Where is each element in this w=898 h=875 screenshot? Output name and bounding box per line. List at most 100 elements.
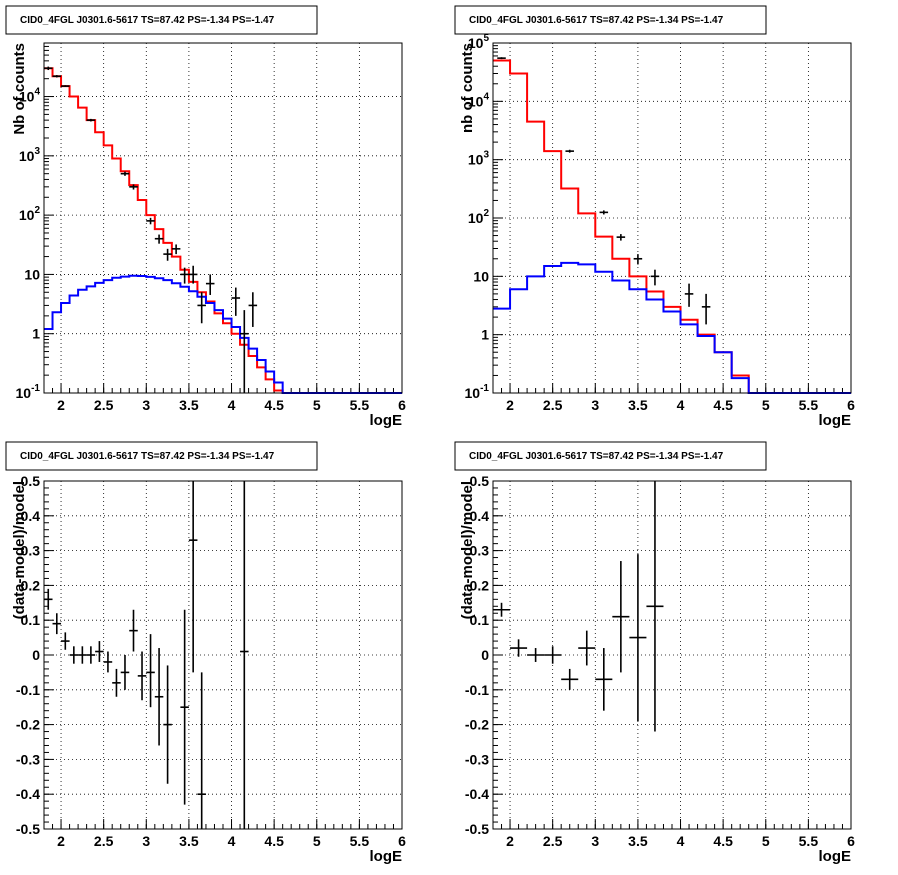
data-point	[248, 292, 258, 327]
errorbar-series	[493, 481, 664, 732]
x-tick-label: 2.5	[543, 833, 563, 849]
x-tick-label: 5	[762, 833, 770, 849]
data-point	[578, 630, 596, 666]
y-tick-label: -0.5	[465, 821, 489, 837]
x-tick-label: 5	[313, 397, 321, 413]
data-point	[561, 668, 579, 690]
data-point	[61, 85, 70, 87]
y-tick-label: 102	[19, 205, 41, 223]
x-axis-title: logE	[819, 848, 852, 865]
x-tick-label: 2	[506, 397, 514, 413]
data-point	[684, 283, 694, 307]
y-tick-label: 0	[32, 647, 40, 663]
y-tick-label: 105	[468, 33, 490, 51]
model-source-histogram	[493, 261, 851, 394]
y-tick-label: 0.5	[470, 473, 490, 489]
y-tick-label: -0.1	[465, 682, 489, 698]
data-point	[61, 632, 70, 650]
x-tick-label: 4	[228, 397, 236, 413]
model-total-histogram	[44, 67, 402, 394]
data-point	[112, 668, 121, 697]
x-tick-label: 6	[847, 833, 855, 849]
x-tick-label: 5.5	[799, 833, 819, 849]
data-point	[154, 234, 164, 244]
y-tick-label: 10	[473, 268, 489, 284]
y-tick-label: 0.2	[470, 577, 490, 593]
x-tick-label: 5.5	[350, 833, 370, 849]
y-tick-label: 102	[468, 208, 490, 226]
chart-pad1: 2 2.5 3 3.5 4 4.5 5 5.5 6 10-1 1 10 102 103 104 logE Nb …	[5, 5, 406, 429]
plot-frame	[43, 42, 403, 394]
data-point	[146, 634, 155, 708]
y-tick-label: 103	[468, 150, 490, 168]
x-tick-label: 4.5	[713, 833, 733, 849]
model-source-histogram	[44, 274, 402, 394]
data-point	[95, 641, 104, 662]
data-point	[240, 310, 249, 393]
y-tick-label: -0.5	[16, 821, 40, 837]
data-point	[205, 274, 215, 295]
chart-pad2: 2 2.5 3 3.5 4 4.5 5 5.5 6 10-1 1 10 102 103 104 105 logE…	[454, 5, 855, 429]
y-tick-label: -0.4	[465, 786, 489, 802]
data-point	[129, 184, 138, 190]
data-point	[163, 665, 172, 784]
data-point	[544, 646, 562, 664]
x-tick-label: 2.5	[94, 397, 114, 413]
data-point	[493, 602, 511, 617]
x-axis-title: logE	[819, 412, 852, 429]
data-point	[52, 613, 62, 635]
data-point	[599, 210, 609, 215]
data-point	[240, 481, 249, 829]
y-tick-label: 0.3	[21, 543, 41, 559]
x-tick-label: 2.5	[94, 833, 114, 849]
plot-frame	[492, 42, 852, 394]
data-point	[612, 561, 630, 673]
y-tick-label: 103	[19, 146, 41, 164]
x-tick-label: 3.5	[628, 833, 648, 849]
data-point	[120, 171, 130, 176]
data-point	[103, 651, 113, 673]
x-tick-label: 2	[57, 833, 65, 849]
data-point	[86, 646, 96, 664]
y-tick-label: 0.4	[21, 508, 41, 524]
x-tick-label: 5	[762, 397, 770, 413]
chart-title-box	[454, 441, 767, 471]
y-tick-label: 0.1	[470, 612, 490, 628]
data-point	[137, 651, 147, 701]
data-point	[701, 293, 711, 325]
data-point	[188, 265, 198, 284]
data-point	[180, 267, 189, 284]
data-point	[44, 66, 53, 71]
chart-title: CID0_4FGL J0301.6-5617 TS=87.42 PS=-1.34…	[20, 15, 275, 26]
data-point	[510, 639, 528, 657]
y-tick-label: 0.5	[21, 473, 41, 489]
data-point	[154, 648, 164, 746]
y-tick-label: 0.2	[21, 577, 41, 593]
data-point	[197, 292, 206, 324]
data-point	[527, 648, 545, 662]
chart-pad4: 2 2.5 3 3.5 4 4.5 5 5.5 6 -0.5 -0.4 -0.3 -0.2 -0.1 0 0.…	[454, 441, 855, 865]
chart-title: CID0_4FGL J0301.6-5617 TS=87.42 PS=-1.34…	[20, 451, 275, 462]
x-tick-label: 3	[591, 833, 599, 849]
x-tick-label: 3	[591, 397, 599, 413]
x-tick-label: 6	[398, 397, 406, 413]
data-point	[44, 588, 53, 610]
x-tick-label: 3.5	[179, 833, 199, 849]
y-tick-label: 1	[481, 327, 489, 343]
errorbar-series	[497, 57, 711, 325]
y-tick-label: 0.4	[470, 508, 490, 524]
chart-title-box	[5, 5, 318, 35]
data-point	[146, 217, 155, 225]
x-tick-label: 4	[677, 397, 685, 413]
y-tick-label: 1	[32, 326, 40, 342]
errorbar-series	[44, 481, 249, 829]
x-tick-label: 5.5	[350, 397, 370, 413]
data-point	[633, 254, 643, 265]
x-tick-label: 4	[228, 833, 236, 849]
data-point	[86, 118, 96, 122]
data-point	[180, 609, 189, 805]
x-tick-label: 6	[847, 397, 855, 413]
x-tick-label: 5	[313, 833, 321, 849]
chart-title-box	[454, 5, 767, 35]
y-tick-label: -0.3	[465, 751, 489, 767]
